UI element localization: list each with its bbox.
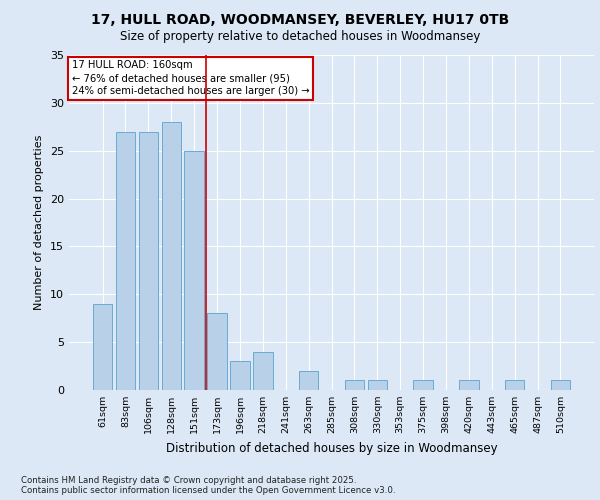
Text: 17 HULL ROAD: 160sqm
← 76% of detached houses are smaller (95)
24% of semi-detac: 17 HULL ROAD: 160sqm ← 76% of detached h… (71, 60, 309, 96)
Bar (505, 380, 524, 390)
Text: 17, HULL ROAD, WOODMANSEY, BEVERLEY, HU17 0TB: 17, HULL ROAD, WOODMANSEY, BEVERLEY, HU1… (91, 12, 509, 26)
Bar (551, 380, 570, 390)
Bar (184, 150, 204, 390)
Y-axis label: Number of detached properties: Number of detached properties (34, 135, 44, 310)
Text: Contains HM Land Registry data © Crown copyright and database right 2025.
Contai: Contains HM Land Registry data © Crown c… (21, 476, 395, 495)
Text: Size of property relative to detached houses in Woodmansey: Size of property relative to detached ho… (120, 30, 480, 43)
Bar (208, 314, 227, 390)
Bar (93, 304, 112, 390)
Bar (413, 380, 433, 390)
Bar (161, 122, 181, 390)
Bar (299, 371, 319, 390)
Bar (344, 380, 364, 390)
Bar (139, 132, 158, 390)
Bar (116, 132, 135, 390)
Bar (368, 380, 387, 390)
X-axis label: Distribution of detached houses by size in Woodmansey: Distribution of detached houses by size … (166, 442, 497, 454)
Bar (459, 380, 479, 390)
Bar (230, 362, 250, 390)
Bar (253, 352, 272, 390)
